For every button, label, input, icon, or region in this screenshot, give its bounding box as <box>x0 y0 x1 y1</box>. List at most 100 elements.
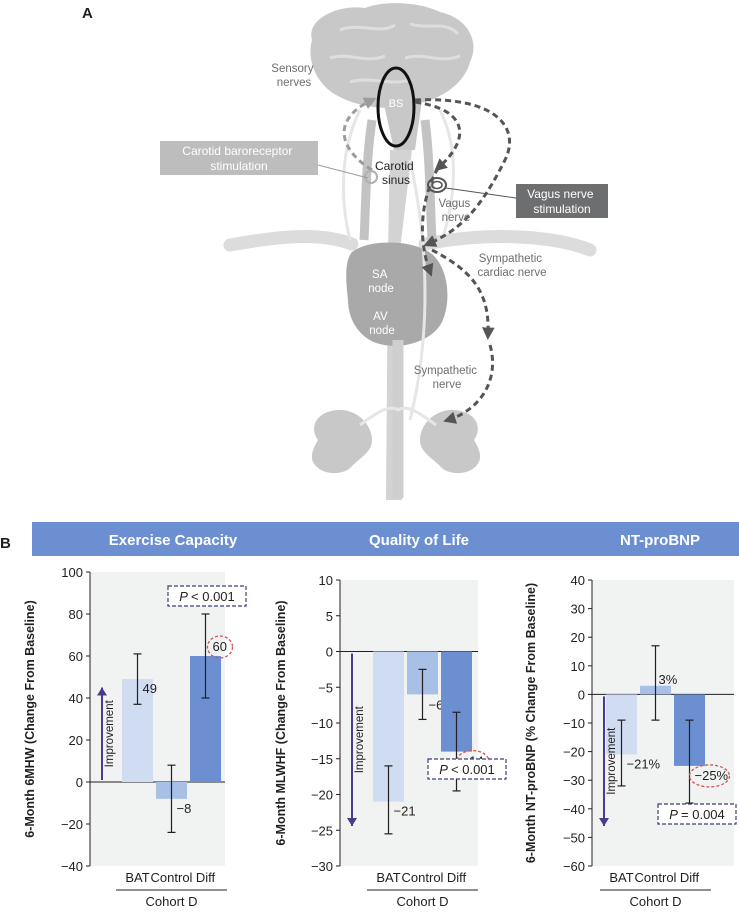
chart-title: Exercise Capacity <box>109 532 238 549</box>
y-tick-label: −5 <box>318 680 333 695</box>
right-arm-nerve <box>418 230 597 257</box>
y-tick-label: 0 <box>578 687 585 702</box>
category-label: Diff <box>680 870 700 885</box>
y-tick-label: 100 <box>61 565 83 580</box>
improvement-arrowhead <box>347 817 357 826</box>
vagus-nerve-label: Vagus nerve <box>439 198 474 224</box>
y-axis-label: 6-Month MLWHF (Change From Baseline) <box>274 600 288 845</box>
value-label: 60 <box>213 639 227 654</box>
y-axis-label: 6-Month NT-proBNP (% Change From Baselin… <box>524 583 538 863</box>
improvement-arrowhead <box>97 687 107 696</box>
group-label: Cohort D <box>145 894 197 909</box>
brain-folds <box>329 22 461 84</box>
category-label: Control <box>635 870 677 885</box>
group-label: Cohort D <box>396 894 448 909</box>
y-tick-label: 5 <box>326 609 333 624</box>
p-value-box <box>427 758 507 780</box>
p-value-label: P < 0.001 <box>439 762 495 777</box>
p-value-label: P = 0.004 <box>669 807 725 822</box>
renal-nerves <box>359 406 437 427</box>
sympathetic-nerve-label: Sympathetic nerve <box>414 365 480 391</box>
chart-title: Quality of Life <box>369 532 469 549</box>
y-tick-label: −30 <box>311 859 333 874</box>
improvement-label: Improvement <box>606 727 618 795</box>
y-tick-label: 40 <box>571 573 585 588</box>
category-label: Diff <box>196 870 216 885</box>
category-label: BAT <box>609 870 633 885</box>
panel-a: A <box>82 3 608 500</box>
sympathetic-outflow-arrow <box>414 98 511 247</box>
category-label: Diff <box>447 870 467 885</box>
sympathetic-chain <box>408 159 427 421</box>
y-tick-label: −40 <box>563 802 585 817</box>
vagus-stimulator-coil <box>427 177 447 193</box>
afferent-arrow <box>342 97 377 172</box>
p-value-box <box>657 803 737 825</box>
y-tick-label: −15 <box>311 752 333 767</box>
highlight-circle <box>688 764 731 788</box>
p-value-label: P < 0.001 <box>179 589 235 604</box>
y-tick-label: −30 <box>563 773 585 788</box>
improvement-label: Improvement <box>354 705 366 773</box>
value-label: 3% <box>659 672 678 687</box>
y-tick-label: 80 <box>69 607 83 622</box>
av-node-label: AV node <box>369 311 395 337</box>
charts-group: Exercise Capacity−40−200204060801006-Mon… <box>23 532 737 909</box>
category-label: Control <box>402 870 444 885</box>
y-tick-label: 30 <box>571 602 585 617</box>
chart-1: Quality of Life −30 −25 −20 −15 −10 −5 0 5 10 6-Mo… <box>274 532 507 909</box>
panel-b-label: B <box>0 535 11 552</box>
y-tick-label: −25 <box>311 823 333 838</box>
carotid-stim-label: Carotid baroreceptor stimulation <box>182 144 295 173</box>
y-tick-label: 10 <box>571 659 585 674</box>
category-label: BAT <box>376 870 400 885</box>
brainstem-oval <box>376 66 416 148</box>
highlight-circle <box>206 635 234 659</box>
sensory-nerve-right <box>438 109 455 241</box>
y-tick-label: −10 <box>563 716 585 731</box>
y-tick-label: −40 <box>61 859 83 874</box>
left-kidney <box>311 410 372 474</box>
panel-a-label: A <box>82 5 93 22</box>
chart-0: Exercise Capacity −40 −20 0 20 40 60 80 100 6-Mon… <box>23 532 247 909</box>
chart-title: NT-proBNP <box>620 532 700 549</box>
left-arm-nerve <box>223 230 359 252</box>
sensory-nerve-left <box>341 109 362 241</box>
value-label: −21 <box>394 804 416 819</box>
carotid-sinus-label: Carotid sinus <box>375 159 417 187</box>
vagus-stim-box <box>516 184 608 218</box>
p-value-box <box>167 585 247 607</box>
sympathetic-cardiac-arrow <box>431 248 495 341</box>
value-label: −6 <box>429 697 444 712</box>
sympathetic-renal-arrow <box>443 344 495 424</box>
sa-node-label: SA node <box>368 269 394 295</box>
sensory-nerves-label: Sensory nerves <box>271 63 316 89</box>
y-axis-label: 6-Month 6MHW (Change From Baseline) <box>23 600 37 838</box>
value-label: 49 <box>143 681 157 696</box>
bs-label: BS <box>389 98 404 110</box>
y-tick-label: 20 <box>69 733 83 748</box>
value-label: −21% <box>627 756 661 771</box>
y-tick-label: −20 <box>61 817 83 832</box>
y-tick-label: 60 <box>69 649 83 664</box>
carotid-callout-line <box>317 164 369 179</box>
vagus-callout-line <box>445 187 517 199</box>
y-tick-label: 20 <box>571 630 585 645</box>
y-tick-label: 0 <box>326 645 333 660</box>
sympathetic-cardiac-label: Sympathetic cardiac nerve <box>477 253 546 279</box>
chart-2: NT-proBNP −60 −50 −40 −30 −20 −10 0 10 20 30 40 6-Mo… <box>524 532 737 909</box>
y-tick-label: −50 <box>563 830 585 845</box>
y-tick-label: 0 <box>76 775 83 790</box>
y-tick-label: 40 <box>69 691 83 706</box>
category-label: BAT <box>125 870 149 885</box>
panel-b: B Exercise Capacity−40−200204060801006-M… <box>0 522 739 909</box>
vagal-efferent-arrow <box>414 100 462 172</box>
heart-shape <box>346 242 448 346</box>
carotid-stim-box <box>160 141 318 175</box>
category-label: Control <box>151 870 193 885</box>
panel-b-banner <box>32 522 739 556</box>
brainstem-shape <box>383 100 422 150</box>
y-tick-label: −10 <box>311 716 333 731</box>
y-tick-label: 10 <box>319 573 333 588</box>
